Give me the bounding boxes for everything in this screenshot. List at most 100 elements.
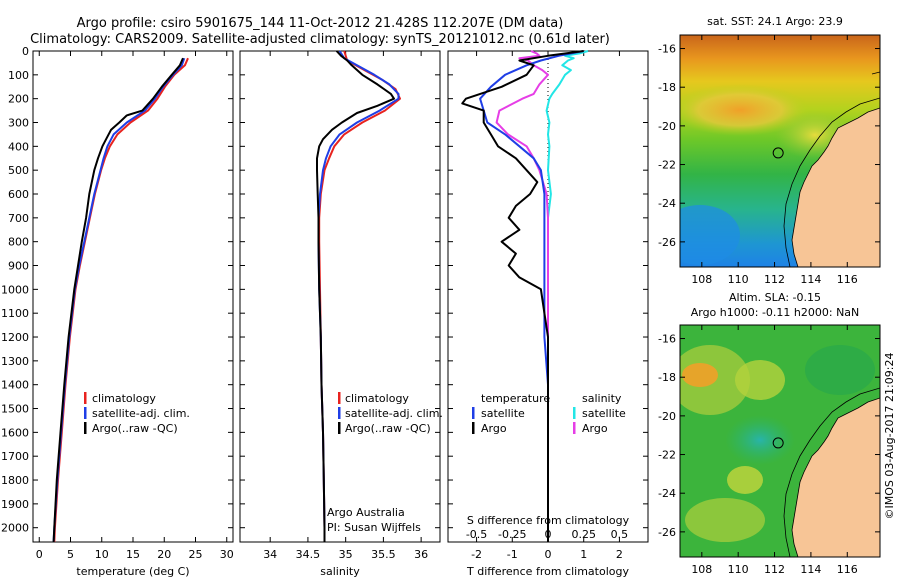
depth-tick-label: 100	[8, 69, 29, 82]
temperature-legend: climatology satellite-adj. clim. Argo(..…	[84, 392, 190, 435]
legend-swatch-climatology	[84, 392, 87, 404]
legend-satellite: satellite-adj. clim.	[92, 407, 190, 420]
difference-legend: temperature satellite Argo salinity sate…	[472, 392, 626, 435]
temperature-x-axis: 0 5 10 15 20 25 30	[36, 51, 234, 561]
argo-position-marker	[772, 147, 784, 159]
difference-xlabel-T: T difference from climatology	[466, 565, 629, 578]
legend-t-satellite: satellite	[481, 407, 525, 420]
depth-tick-label: 1500	[1, 403, 29, 416]
s-diff-tick-label: -0.5	[466, 528, 487, 541]
depth-tick-label: 800	[8, 236, 29, 249]
lon-tick-label: 114	[800, 563, 821, 576]
lat-tick-label: -16	[658, 43, 676, 56]
lat-tick-label: -26	[658, 236, 676, 249]
lon-tick-label: 114	[800, 273, 821, 286]
lat-tick-label: -20	[658, 410, 676, 423]
t-diff-tick-label: 2	[616, 548, 623, 561]
sla-map-subtitle: Argo h1000: -0.11 h2000: NaN	[691, 306, 860, 319]
depth-tick-label: 1600	[1, 426, 29, 439]
sla-high-patch	[682, 363, 718, 387]
depth-tick-label: 0	[22, 45, 29, 58]
legend-swatch-climatology	[338, 392, 341, 404]
depth-tick-label: 1700	[1, 450, 29, 463]
depth-tick-label: 1400	[1, 379, 29, 392]
series-line-argo	[52, 57, 184, 543]
depth-tick-label: 400	[8, 140, 29, 153]
argo-position-marker	[772, 437, 784, 449]
depth-tick-label: 500	[8, 164, 29, 177]
sst-warm-patch	[680, 84, 810, 136]
depth-tick-label: 1800	[1, 474, 29, 487]
x-tick-label: 36	[414, 548, 428, 561]
x-tick-label: 25	[189, 548, 203, 561]
lon-tick-label: 116	[837, 273, 858, 286]
x-tick-label: 35.5	[371, 548, 396, 561]
temperature-xlabel: temperature (deg C)	[76, 565, 189, 578]
depth-tick-label: 1000	[1, 283, 29, 296]
x-tick-label: 34	[263, 548, 277, 561]
temperature-profiles	[52, 57, 189, 543]
lat-tick-label: -16	[658, 333, 676, 346]
sla-map-title: Altim. SLA: -0.15	[729, 291, 821, 304]
figure-title-line2: Climatology: CARS2009. Satellite-adjuste…	[30, 32, 610, 47]
lat-tick-label: -24	[658, 487, 676, 500]
sst-cold-patch	[680, 205, 740, 265]
depth-tick-label: 1100	[1, 307, 29, 320]
legend-swatch-t-argo	[472, 422, 475, 434]
legend-temperature-head: temperature	[481, 392, 550, 405]
lat-tick-label: -22	[658, 449, 676, 462]
lon-tick-label: 110	[728, 563, 749, 576]
salinity-profiles	[316, 50, 401, 542]
lon-tick-label: 108	[691, 273, 712, 286]
series-line-climatology	[318, 50, 401, 542]
legend-swatch-argo	[338, 422, 341, 434]
x-tick-label: 0	[36, 548, 43, 561]
t-diff-tick-label: 0	[545, 548, 552, 561]
isobath-contour	[783, 387, 880, 557]
difference-xlabel-S: S difference from climatology	[467, 514, 630, 527]
lat-tick-label: -18	[658, 371, 676, 384]
legend-argo: Argo(..raw -QC)	[92, 422, 178, 435]
legend-swatch-satellite	[338, 407, 341, 419]
legend-swatch-t-satellite	[472, 407, 475, 419]
lat-tick-label: -18	[658, 81, 676, 94]
sst-map-title: sat. SST: 24.1 Argo: 23.9	[707, 15, 843, 28]
lat-tick-label: -20	[658, 120, 676, 133]
provider-label: Argo Australia	[327, 506, 405, 519]
lat-tick-label: -22	[658, 159, 676, 172]
depth-tick-label: 2000	[1, 522, 29, 535]
depth-axis: 0 100 200 300 400 500 600 700 800 900 1000 1100 1200…	[1, 45, 233, 535]
isobath-contour	[783, 97, 880, 267]
legend-salinity-head: salinity	[582, 392, 622, 405]
salinity-xlabel: salinity	[320, 565, 360, 578]
lon-tick-label: 112	[764, 563, 785, 576]
lat-tick-label: -26	[658, 526, 676, 539]
depth-tick-label: 1200	[1, 331, 29, 344]
salinity-x-axis: 34 34.5 35 35.5 36	[263, 51, 428, 561]
depth-tick-label: 300	[8, 117, 29, 130]
series-line-argo	[316, 50, 395, 542]
legend-swatch-satellite	[84, 407, 87, 419]
legend-swatch-s-argo	[573, 422, 576, 434]
sst-map-frame	[679, 34, 881, 268]
pi-label: PI: Susan Wijffels	[327, 521, 421, 534]
depth-tick-label: 700	[8, 212, 29, 225]
australia-land	[791, 397, 880, 557]
lat-tick-label: -24	[658, 197, 676, 210]
series-line-s-argo	[495, 50, 549, 542]
temperature-axes-box	[32, 50, 234, 543]
lon-tick-label: 112	[764, 273, 785, 286]
depth-tick-label: 600	[8, 188, 29, 201]
depth-tick-label: 1900	[1, 498, 29, 511]
lon-tick-label: 108	[691, 563, 712, 576]
legend-swatch-s-satellite	[573, 407, 576, 419]
figure-title-line1: Argo profile: csiro 5901675_144 11-Oct-2…	[77, 16, 564, 31]
x-tick-label: 5	[67, 548, 74, 561]
s-diff-tick-label: 0.5	[611, 528, 629, 541]
series-line-s-satellite	[545, 50, 589, 542]
series-line-t-argo	[461, 50, 584, 542]
australia-land	[791, 107, 880, 267]
legend-argo: Argo(..raw -QC)	[345, 422, 431, 435]
depth-tick-label: 200	[8, 93, 29, 106]
